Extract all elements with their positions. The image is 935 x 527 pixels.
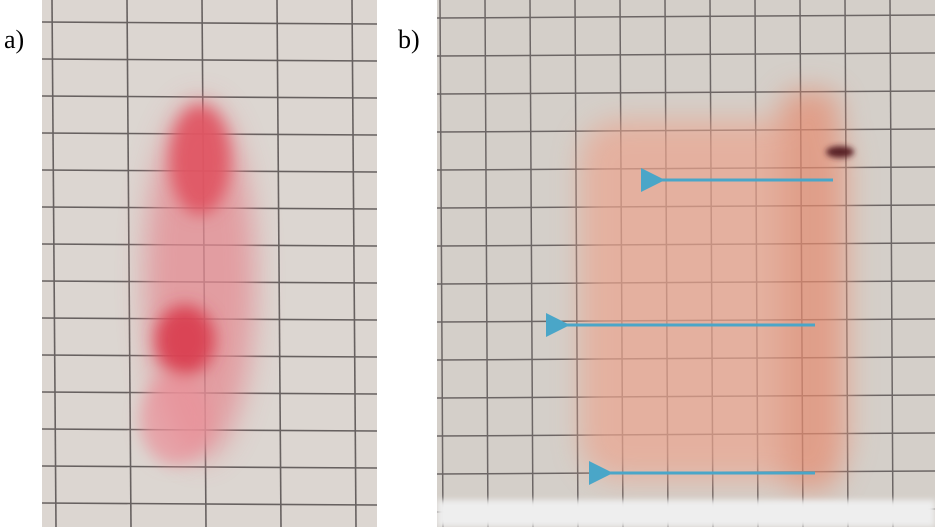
photo-b [437,0,935,527]
grid-line [437,90,935,95]
grid-line [51,0,57,527]
grid-line [439,0,444,527]
panel-label: b) [398,25,420,54]
grid-line [42,502,377,506]
photo-a [42,0,377,527]
grid-line [42,58,377,62]
panel-label: a) [4,25,24,54]
grid-line [437,14,935,19]
grid-line [351,0,357,527]
grid-line [42,465,377,469]
grid-line [574,0,579,527]
grid-line [42,95,377,99]
grid-line [276,0,282,527]
arrows [546,168,833,485]
grid-line [484,0,489,527]
grid-line [42,21,377,25]
grid-line [529,0,534,527]
grid-line [437,52,935,57]
grid-line [889,0,894,527]
grid-line [126,0,132,527]
